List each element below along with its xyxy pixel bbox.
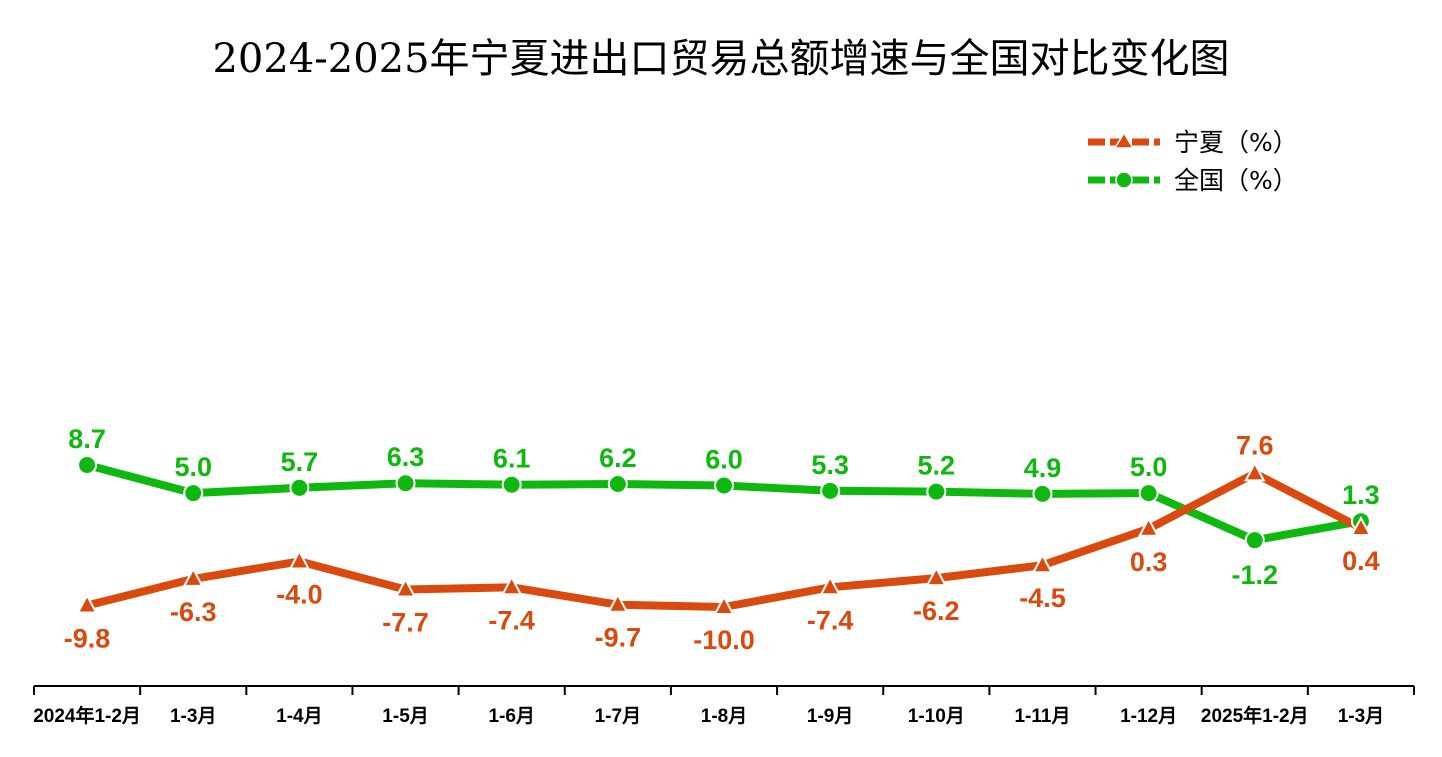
ningxia-data-label: 0.3 <box>1130 547 1168 577</box>
ningxia-point <box>1031 553 1054 574</box>
national-point <box>183 483 204 504</box>
national-point <box>501 474 522 495</box>
x-tick-label: 1-8月 <box>701 706 747 727</box>
national-point <box>395 473 416 494</box>
x-tick-label: 1-6月 <box>488 706 534 727</box>
ningxia-data-label: -4.0 <box>276 579 323 609</box>
national-data-label: 6.0 <box>705 445 743 475</box>
ningxia-data-label: -6.2 <box>913 596 960 626</box>
ningxia-data-label: -7.4 <box>807 605 854 635</box>
x-tick-label: 1-3月 <box>170 706 216 727</box>
ningxia-point <box>1244 461 1266 482</box>
legend-marker-national <box>1115 171 1133 189</box>
x-tick-label: 2025年1-2月 <box>1201 704 1309 727</box>
x-tick-label: 1-9月 <box>807 706 853 727</box>
ningxia-data-label: -4.5 <box>1019 583 1066 613</box>
ningxia-data-label: -10.0 <box>693 625 755 655</box>
national-data-label: 5.0 <box>174 452 212 482</box>
ningxia-point <box>713 594 735 615</box>
ningxia-point <box>819 575 841 596</box>
data-labels: -9.8 -6.3 -4.0 -7.7 -7.4 -9.7 -10.0 -7.4 -6.2 -4.… <box>64 424 1380 655</box>
ningxia-point <box>607 592 629 613</box>
national-data-label: 5.0 <box>1130 452 1168 482</box>
national-data-label: 5.3 <box>811 450 849 480</box>
national-data-label: -1.2 <box>1232 560 1279 590</box>
national-point <box>714 475 734 496</box>
ningxia-point <box>1350 515 1372 537</box>
ningxia-point <box>501 575 523 596</box>
x-tick-label: 1-7月 <box>595 706 641 727</box>
national-data-label: 4.9 <box>1024 453 1062 483</box>
x-tick-label: 1-4月 <box>276 706 322 727</box>
national-data-label: 5.7 <box>281 447 319 477</box>
national-point <box>926 481 947 502</box>
ningxia-point <box>288 549 311 570</box>
national-point <box>820 480 841 501</box>
legend-marker-ningxia <box>1113 131 1135 149</box>
legend-item-ningxia: 宁夏（%） <box>1088 128 1298 157</box>
legend-label-ningxia: 宁夏（%） <box>1174 128 1298 157</box>
national-data-label: 6.3 <box>387 442 425 472</box>
national-point <box>1244 530 1265 551</box>
ningxia-data-label: 0.4 <box>1342 546 1380 576</box>
national-data-label: 5.2 <box>918 451 956 481</box>
x-tick-label: 1-3月 <box>1338 706 1384 727</box>
national-point <box>607 473 628 494</box>
national-data-label: 8.7 <box>68 424 106 454</box>
x-tick-label: 1-11月 <box>1014 706 1070 727</box>
legend-item-national: 全国（%） <box>1088 166 1298 195</box>
ningxia-data-label: 7.6 <box>1236 430 1274 460</box>
ningxia-data-label: -6.3 <box>170 597 217 627</box>
legend-label-national: 全国（%） <box>1174 166 1298 195</box>
ningxia-point <box>182 566 204 587</box>
x-tick-label: 1-5月 <box>382 706 428 727</box>
national-point <box>77 455 98 475</box>
national-data-label: 6.2 <box>599 443 637 473</box>
ningxia-point <box>1137 516 1160 537</box>
national-data-label: 1.3 <box>1342 480 1380 510</box>
ningxia-point <box>394 577 417 598</box>
ningxia-data-label: -9.8 <box>64 623 111 653</box>
ningxia-point <box>76 593 98 614</box>
legend: 宁夏（%） 全国（%） <box>1088 128 1298 195</box>
ningxia-data-label: -7.7 <box>382 608 429 638</box>
ningxia-point <box>925 566 947 587</box>
x-tick-label: 1-10月 <box>908 706 965 727</box>
national-point <box>289 477 310 498</box>
series-layer <box>76 455 1372 615</box>
chart-title: 2024-2025年宁夏进出口贸易总额增速与全国对比变化图 <box>212 36 1229 82</box>
national-point <box>1138 483 1159 504</box>
x-tick-label: 1-12月 <box>1120 706 1177 727</box>
x-axis: 2024年1-2月 1-3月 1-4月 1-5月 1-6月 1-7月 1-8月 1-9月 1-1… <box>33 685 1415 727</box>
x-tick-label: 2024年1-2月 <box>33 704 141 727</box>
national-data-label: 6.1 <box>493 444 531 474</box>
ningxia-data-label: -9.7 <box>595 623 642 653</box>
national-point <box>1032 483 1053 504</box>
ningxia-data-label: -7.4 <box>488 605 535 635</box>
